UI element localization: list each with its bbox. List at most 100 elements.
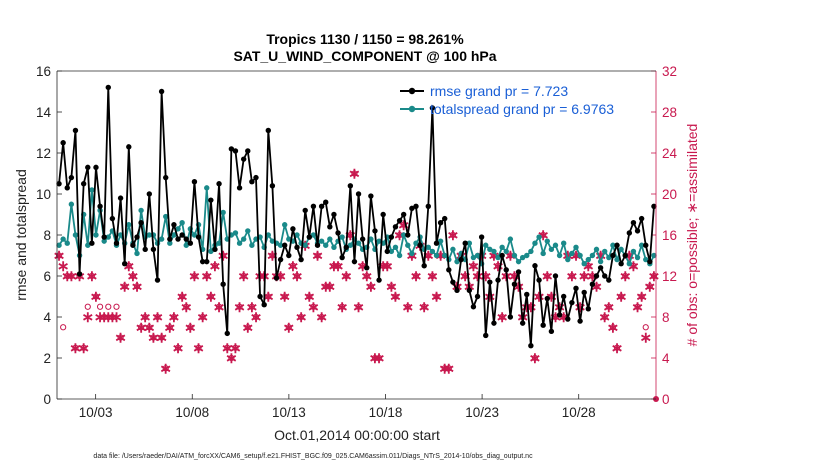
obs-assimilated-point: ∗ [619,268,632,285]
obs-assimilated-point: ∗ [471,268,484,285]
rmse-point [89,240,95,246]
obs-possible-point [236,303,243,310]
obs-possible-point [240,272,247,280]
spread-point [544,238,550,244]
spread-point [376,238,382,244]
rmse-point [536,277,542,283]
obs-possible-point [544,272,551,280]
obs-assimilated-point: ∗ [311,248,324,265]
rmse-point [552,273,559,279]
spread-point [409,250,415,257]
rmse-point [138,220,144,226]
rmse-point [446,267,452,273]
obs-assimilated-point: ∗ [213,299,226,316]
rmse-point [499,252,505,259]
obs-possible-point [421,303,428,310]
rmse-point [183,236,189,242]
rmse-point [556,312,563,318]
spread-point [507,236,514,242]
spread-point [339,234,345,240]
spread-point [487,246,493,253]
spread-point [638,242,645,248]
rmse-point [306,234,313,240]
rmse-point [56,181,62,187]
obs-possible-point [195,344,202,351]
obs-assimilated-point: ∗ [586,268,599,285]
rmse-point [466,287,473,294]
spread-point [569,250,575,257]
rmse-point [507,314,514,320]
rmse-point [519,320,526,326]
spread-point [282,222,288,228]
x-tick-label: 10/08 [175,405,209,420]
spread-point [634,254,641,261]
obs-assimilated-point: ∗ [360,268,373,285]
rmse-point [544,295,550,302]
obs-possible-point [384,262,391,269]
spread-point [347,242,354,248]
spread-point [577,252,583,259]
legend-spread-label: totalspread grand pr = 6.9763 [430,101,614,117]
spread-point [524,252,530,259]
obs-possible-point [199,313,206,321]
obs-possible-point [531,354,539,362]
obs-assimilated-point: ∗ [438,360,451,377]
obs-assimilated-point: ∗ [200,268,213,285]
spread-point [64,240,70,246]
rmse-point [622,252,628,259]
spread-point [249,242,255,248]
obs-possible-point [109,313,116,321]
rmse-point [76,271,83,277]
rmse-point [93,164,99,171]
rmse-point [540,322,546,328]
spread-point [433,252,440,259]
rmse-point [524,291,530,298]
rmse-point [179,232,185,238]
rmse-point [126,144,132,150]
obs-possible-point [343,272,350,280]
obs-assimilated-point: ∗ [81,309,94,326]
obs-possible-point [642,324,649,331]
rmse-point [634,228,641,234]
rmse-point [80,181,87,187]
rmse-point [146,191,153,197]
obs-possible-point [334,262,342,269]
obs-possible-point [224,344,231,351]
obs-possible-point [605,303,612,310]
spread-point [400,232,407,238]
obs-possible-point [162,365,169,372]
obs-assimilated-point: ∗ [369,350,382,367]
obs-assimilated-point: ∗ [147,330,160,347]
rmse-point [491,320,497,326]
obs-assimilated-point: ∗ [98,309,111,326]
obs-possible-point [613,344,621,351]
spread-point [105,234,111,240]
spread-point [220,209,226,216]
spread-point [450,246,456,253]
right-tick-label: 24 [662,146,678,161]
rmse-point [610,252,616,259]
rmse-series [56,84,657,349]
rmse-point [400,211,407,218]
x-tick-label: 10/18 [369,405,403,420]
rmse-point [474,293,481,300]
obs-assimilated-point: ∗ [389,289,402,306]
rmse-point [236,185,243,191]
obs-assimilated-point: ∗ [365,278,378,295]
left-tick-label: 0 [43,392,51,407]
rmse-point [528,343,534,349]
obs-possible-point [150,334,157,341]
rmse-point [60,140,66,146]
spread-point [454,258,460,265]
obs-possible-point [388,283,395,290]
spread-point [331,244,337,250]
obs-possible-point [64,272,71,280]
obs-assimilated-point: ∗ [131,278,144,295]
obs-assimilated-point: ∗ [430,289,443,306]
left-tick-label: 10 [36,187,51,202]
obs-assimilated-point: ∗ [184,319,197,336]
obs-assimilated-point: ∗ [250,309,263,326]
rmse-point [450,279,456,285]
obs-possible-point [96,303,104,310]
